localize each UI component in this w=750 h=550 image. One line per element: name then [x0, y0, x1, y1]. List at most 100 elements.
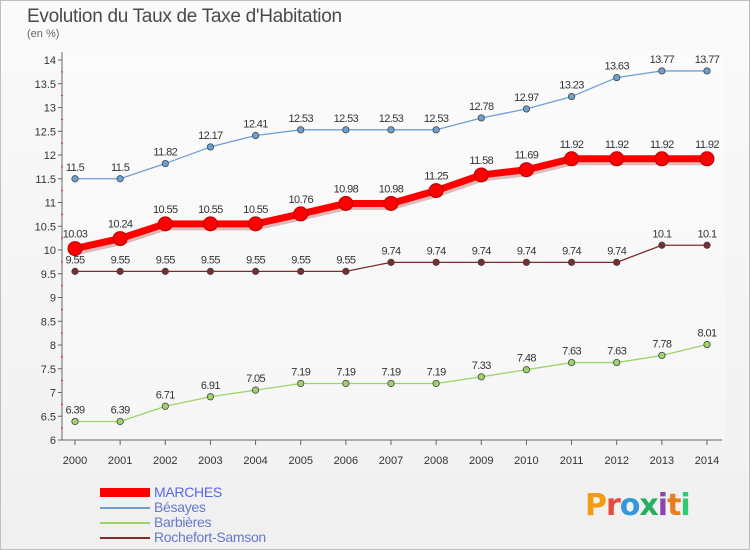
data-point [609, 151, 625, 167]
data-point [432, 258, 440, 266]
data-label: 10.55 [153, 204, 178, 216]
data-label: 9.55 [246, 254, 265, 266]
data-label: 6.39 [111, 404, 130, 416]
logo-letter: x [639, 488, 658, 523]
data-point [432, 379, 440, 388]
data-label: 10.24 [108, 219, 133, 231]
x-tick-label: 2005 [288, 455, 312, 467]
data-label: 10.55 [243, 204, 268, 216]
x-tick-label: 2011 [560, 455, 584, 467]
data-label: 9.55 [291, 254, 310, 266]
x-tick-label: 2002 [153, 455, 177, 467]
data-point [248, 216, 264, 232]
data-label: 12.53 [379, 113, 404, 125]
data-point [297, 126, 305, 134]
data-point [71, 267, 79, 275]
data-label: 9.74 [427, 245, 446, 257]
y-minor-tick [61, 118, 63, 120]
data-label: 13.63 [604, 61, 629, 73]
x-tick-label: 2006 [334, 455, 358, 467]
data-label: 7.78 [652, 338, 671, 350]
x-tick-label: 2012 [604, 455, 628, 467]
data-point [251, 267, 260, 275]
legend-label: Rochefort-Samson [154, 529, 266, 545]
data-label: 7.19 [381, 366, 400, 378]
data-point [161, 402, 169, 410]
data-label: 11.69 [515, 150, 539, 162]
data-point [161, 267, 169, 275]
legend-label: Bésayes [154, 499, 206, 515]
data-label: 10.03 [63, 229, 88, 241]
y-minor-tick [61, 380, 63, 382]
data-point [116, 417, 124, 426]
data-label: 6.91 [201, 380, 220, 392]
data-label: 11.92 [650, 139, 674, 151]
data-label: 12.78 [469, 101, 494, 113]
data-point [477, 114, 485, 122]
data-point [658, 67, 666, 75]
x-tick-label: 2013 [650, 455, 674, 467]
data-label: 13.77 [650, 54, 675, 66]
y-tick-label: 6.5 [41, 411, 56, 423]
data-point [297, 267, 305, 275]
legend-swatch [100, 537, 150, 539]
y-tick-label: 6 [50, 435, 56, 447]
data-point [658, 241, 666, 249]
data-point [342, 267, 350, 275]
data-point [518, 162, 534, 178]
data-point [342, 126, 350, 134]
data-point [161, 159, 169, 168]
data-point [654, 151, 670, 167]
y-minor-tick [61, 95, 63, 97]
data-point [116, 175, 124, 183]
y-minor-tick [61, 356, 63, 358]
data-point [67, 241, 83, 257]
legend-label: Barbières [154, 514, 212, 530]
data-point [522, 366, 531, 374]
data-label: 10.1 [652, 228, 671, 240]
data-point [383, 195, 399, 211]
y-tick-label: 14 [44, 55, 56, 67]
data-label: 7.19 [336, 366, 355, 378]
data-label: 7.63 [607, 346, 626, 358]
chart-title: Evolution du Taux de Taxe d'Habitation [27, 6, 342, 27]
y-tick-label: 10 [44, 245, 56, 257]
data-point [522, 258, 531, 266]
y-minor-tick [61, 213, 63, 215]
chart-subtitle: (en %) [27, 28, 60, 40]
x-tick-label: 2008 [424, 455, 448, 467]
data-label: 11.58 [469, 155, 493, 167]
data-label: 7.33 [472, 360, 491, 372]
data-point [116, 267, 124, 275]
logo-letter: i [657, 488, 668, 523]
data-point [564, 151, 580, 167]
proxiti-logo: Proxiti [585, 488, 691, 523]
data-point [206, 143, 215, 151]
plot-area [62, 50, 725, 440]
data-label: 9.74 [517, 245, 536, 257]
data-label: 9.55 [336, 254, 355, 266]
data-point [202, 216, 218, 232]
logo-letter: o [619, 488, 641, 523]
data-point [658, 351, 666, 360]
x-tick-label: 2004 [243, 455, 267, 467]
data-label: 9.74 [607, 245, 626, 257]
data-point [387, 258, 395, 266]
data-label: 10.55 [198, 204, 223, 216]
y-minor-tick [61, 403, 63, 405]
data-label: 12.41 [243, 119, 268, 131]
y-tick-label: 8.5 [41, 316, 56, 328]
data-label: 12.53 [334, 113, 359, 125]
data-point [473, 167, 489, 183]
y-tick-label: 10.5 [35, 221, 56, 233]
data-label: 9.74 [472, 245, 491, 257]
data-point [703, 340, 711, 349]
data-label: 11.92 [605, 139, 629, 151]
data-point [297, 379, 305, 388]
x-tick-label: 2010 [514, 455, 538, 467]
data-point [338, 195, 354, 211]
data-label: 10.98 [379, 183, 404, 195]
data-label: 9.55 [156, 254, 175, 266]
y-minor-tick [61, 237, 63, 239]
